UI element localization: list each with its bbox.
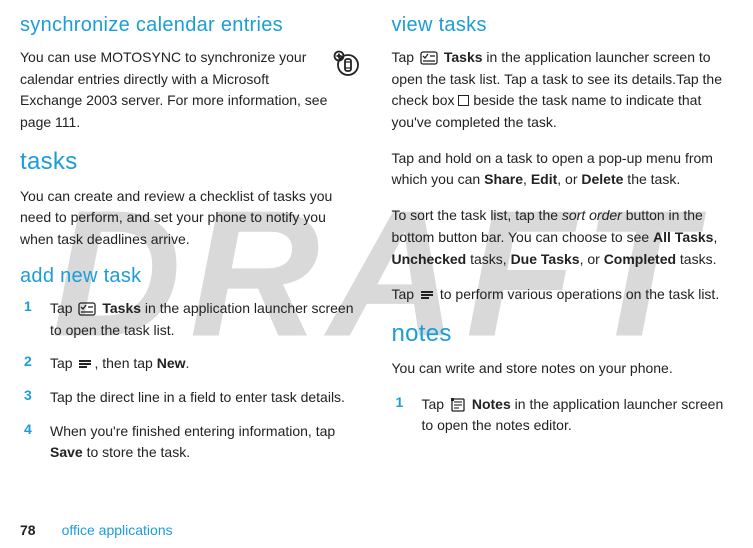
step-number: 2 — [24, 353, 50, 375]
para-notes: You can write and store notes on your ph… — [392, 358, 734, 380]
heading-add-new-task: add new task — [20, 265, 362, 288]
text-fragment: Tap — [392, 49, 418, 65]
section-name: office applications — [62, 522, 173, 538]
notes-step-1: 1 Tap Notes in the application launcher … — [392, 394, 734, 437]
unchecked-label: Unchecked — [392, 251, 467, 267]
step-text: When you're finished entering informatio… — [50, 421, 362, 464]
text-fragment: to perform various operations on the tas… — [436, 286, 719, 302]
step-4: 4 When you're finished entering informat… — [20, 421, 362, 464]
step-number: 4 — [24, 421, 50, 464]
step-1: 1 Tap Tasks in the application launcher … — [20, 298, 362, 341]
step-number: 3 — [24, 387, 50, 409]
left-column: synchronize calendar entries You can use… — [20, 14, 362, 538]
heading-view-tasks: view tasks — [392, 14, 734, 37]
due-tasks-label: Due Tasks — [511, 251, 580, 267]
step-text: Tap the direct line in a field to enter … — [50, 387, 345, 409]
text-fragment: When you're finished entering informatio… — [50, 423, 335, 439]
text-fragment: , or — [580, 251, 604, 267]
page-footer: 78 office applications — [20, 522, 173, 538]
page-number: 78 — [20, 522, 36, 538]
tasks-icon — [78, 302, 96, 316]
save-label: Save — [50, 444, 83, 460]
step-text: Tap , then tap New. — [50, 353, 189, 375]
sort-order-italic: sort order — [562, 207, 622, 223]
heading-tasks: tasks — [20, 148, 362, 176]
text-fragment: Tap — [50, 355, 76, 371]
edit-label: Edit — [531, 171, 557, 187]
text-fragment: , — [523, 171, 531, 187]
tasks-icon — [420, 51, 438, 65]
delete-label: Delete — [581, 171, 623, 187]
step-2: 2 Tap , then tap New. — [20, 353, 362, 375]
para-sync: You can use MOTOSYNC to synchronize your… — [20, 47, 362, 134]
notes-label: Notes — [472, 396, 511, 412]
menu-icon — [420, 290, 434, 300]
para-sort: To sort the task list, tap the sort orde… — [392, 205, 734, 270]
right-column: view tasks Tap Tasks in the application … — [392, 14, 734, 538]
tasks-label: Tasks — [444, 49, 483, 65]
para-sync-text: You can use MOTOSYNC to synchronize your… — [20, 49, 327, 130]
sync-icon — [330, 47, 360, 77]
text-fragment: , — [713, 229, 717, 245]
step-3: 3 Tap the direct line in a field to ente… — [20, 387, 362, 409]
step-number: 1 — [396, 394, 422, 437]
para-menu: Tap to perform various operations on the… — [392, 284, 734, 306]
tasks-label: Tasks — [102, 300, 141, 316]
text-fragment: , or — [557, 171, 581, 187]
checkbox-icon — [458, 95, 469, 106]
text-fragment: the task. — [623, 171, 680, 187]
text-fragment: , then tap — [94, 355, 156, 371]
para-tasks: You can create and review a checklist of… — [20, 186, 362, 251]
page-content: synchronize calendar entries You can use… — [0, 0, 753, 548]
text-fragment: Tap — [422, 396, 448, 412]
notes-icon — [450, 397, 466, 413]
new-label: New — [157, 355, 186, 371]
text-fragment: in the application launcher screen to op… — [422, 396, 724, 434]
text-fragment: Tap — [392, 286, 418, 302]
para-hold: Tap and hold on a task to open a pop-up … — [392, 148, 734, 191]
text-fragment: Tap — [50, 300, 76, 316]
heading-notes: notes — [392, 320, 734, 348]
text-fragment: tasks, — [466, 251, 510, 267]
text-fragment: . — [186, 355, 190, 371]
all-tasks-label: All Tasks — [653, 229, 713, 245]
heading-sync: synchronize calendar entries — [20, 14, 362, 37]
para-view: Tap Tasks in the application launcher sc… — [392, 47, 734, 134]
step-number: 1 — [24, 298, 50, 341]
step-text: Tap Notes in the application launcher sc… — [422, 394, 734, 437]
text-fragment: tasks. — [676, 251, 716, 267]
text-fragment: To sort the task list, tap the — [392, 207, 562, 223]
menu-icon — [78, 359, 92, 369]
completed-label: Completed — [604, 251, 676, 267]
step-text: Tap Tasks in the application launcher sc… — [50, 298, 362, 341]
share-label: Share — [484, 171, 523, 187]
text-fragment: to store the task. — [83, 444, 190, 460]
